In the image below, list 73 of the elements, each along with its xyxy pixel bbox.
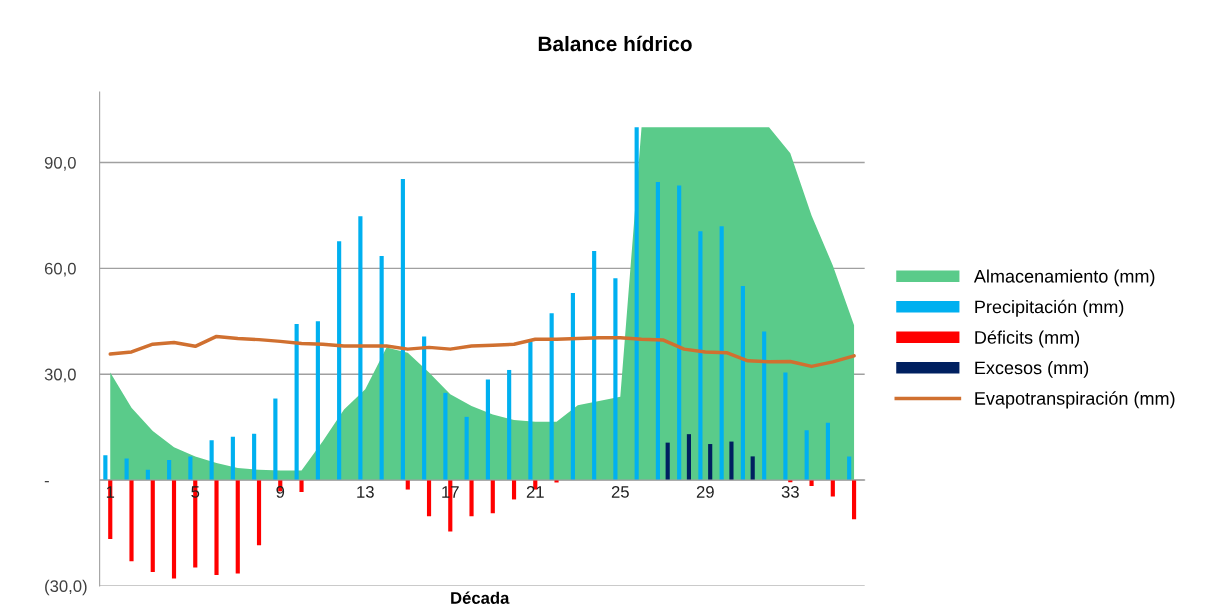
- bar: [315, 321, 320, 481]
- bar: [464, 416, 469, 481]
- y-tick-label: (30,0): [45, 579, 87, 596]
- bar: [762, 331, 767, 481]
- bar: [686, 434, 692, 481]
- bar: [358, 216, 363, 481]
- bar: [299, 480, 304, 493]
- bar: [252, 433, 257, 481]
- bar: [426, 480, 432, 517]
- bar: [698, 231, 703, 481]
- bar: [851, 480, 857, 520]
- bar: [129, 480, 134, 562]
- bar: [549, 313, 554, 481]
- bar: [124, 458, 129, 481]
- y-tick-label: 60,0: [44, 262, 76, 277]
- bar: [655, 181, 660, 481]
- bar: [171, 480, 177, 579]
- legend-label: Precipitación (mm): [975, 299, 1124, 317]
- bar: [209, 440, 214, 481]
- bar: [729, 441, 734, 481]
- bar: [400, 179, 405, 481]
- bar: [613, 278, 618, 481]
- bar: [469, 480, 474, 517]
- bar: [830, 480, 835, 497]
- bar: [677, 185, 682, 481]
- bar: [809, 480, 814, 487]
- bar: [490, 480, 495, 514]
- x-axis-title: Década: [451, 591, 510, 604]
- legend-label: Evapotranspiración (mm): [975, 391, 1175, 409]
- bar: [592, 251, 597, 481]
- bar: [783, 372, 788, 481]
- bar: [230, 436, 235, 481]
- bar: [570, 293, 575, 481]
- bar: [235, 480, 240, 574]
- bar: [188, 456, 193, 481]
- x-tick-label: 25: [611, 486, 629, 498]
- bar: [422, 336, 427, 481]
- bar: [634, 127, 639, 481]
- legend-label: Almacenamiento (mm): [973, 269, 1155, 287]
- bar: [719, 226, 724, 481]
- chart-title: Balance hídrico: [538, 35, 692, 52]
- bar: [750, 456, 755, 481]
- bar: [665, 442, 670, 481]
- bar: [443, 392, 448, 481]
- bar: [804, 430, 809, 481]
- bar: [379, 256, 384, 481]
- line-series: [108, 334, 856, 369]
- x-tick-label: 21: [526, 486, 544, 498]
- bar: [294, 324, 299, 481]
- bar: [825, 422, 830, 481]
- bar: [485, 379, 490, 481]
- bar: [167, 459, 172, 481]
- bar: [708, 444, 713, 481]
- legend-label: Déficits (mm): [975, 330, 1080, 348]
- y-tick-label: -: [44, 480, 49, 483]
- bar: [337, 241, 342, 481]
- bar: [847, 456, 852, 481]
- bar: [214, 480, 219, 575]
- y-tick-label: 30,0: [44, 368, 76, 383]
- x-tick-label: 33: [781, 486, 799, 498]
- bar: [150, 480, 155, 573]
- y-tick-label: 90,0: [44, 156, 76, 171]
- bar: [273, 398, 278, 481]
- bar: [103, 455, 108, 481]
- bar: [740, 285, 745, 481]
- bar: [528, 341, 533, 481]
- x-tick-label: 29: [696, 486, 714, 498]
- bar: [256, 480, 262, 546]
- x-tick-label: 13: [357, 486, 374, 498]
- bar: [405, 480, 410, 490]
- x-tick-label: 9: [276, 486, 285, 498]
- legend-label: Excesos (mm): [975, 360, 1089, 378]
- bar: [507, 369, 512, 481]
